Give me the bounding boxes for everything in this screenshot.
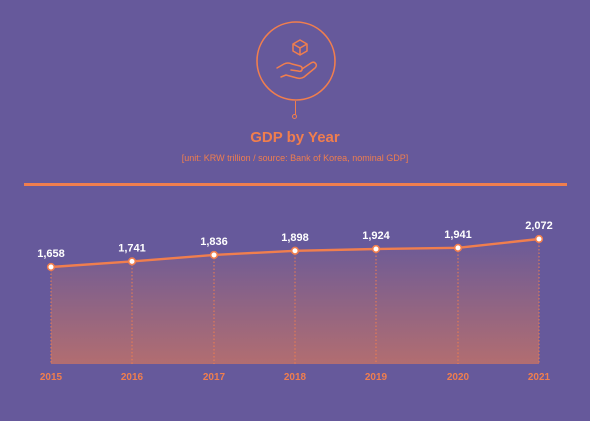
icon-connector-line [295, 101, 296, 115]
data-point-2019 [371, 244, 381, 254]
value-label-2017: 1,836 [200, 236, 228, 248]
x-tick-label-2018: 2018 [284, 372, 307, 383]
value-label-2018: 1,898 [281, 232, 309, 244]
value-label-2016: 1,741 [118, 242, 146, 254]
value-label-2021: 2,072 [525, 220, 553, 232]
chart-title: GDP by Year [250, 129, 340, 146]
value-label-2019: 1,924 [362, 230, 390, 242]
chart-subtitle: [unit: KRW trillion / source: Bank of Ko… [181, 153, 409, 163]
x-tick-label-2016: 2016 [121, 372, 144, 383]
data-point-2020 [453, 243, 463, 252]
header-divider [24, 183, 567, 186]
series-area-fill [51, 239, 539, 364]
value-label-2015: 1,658 [37, 248, 65, 260]
value-label-2020: 1,941 [444, 229, 472, 241]
x-tick-label-2017: 2017 [203, 372, 226, 383]
data-point-2015 [46, 262, 56, 272]
x-tick-label-2020: 2020 [447, 372, 470, 383]
hand-holding-cube-icon [255, 20, 337, 102]
data-point-2021 [534, 234, 544, 244]
data-point-2017 [209, 250, 219, 260]
x-tick-label-2021: 2021 [528, 372, 551, 383]
data-point-2018 [290, 246, 300, 255]
icon-connector-dot [292, 114, 297, 119]
data-point-2016 [127, 257, 137, 266]
x-tick-label-2015: 2015 [40, 372, 63, 383]
x-tick-label-2019: 2019 [365, 372, 388, 383]
